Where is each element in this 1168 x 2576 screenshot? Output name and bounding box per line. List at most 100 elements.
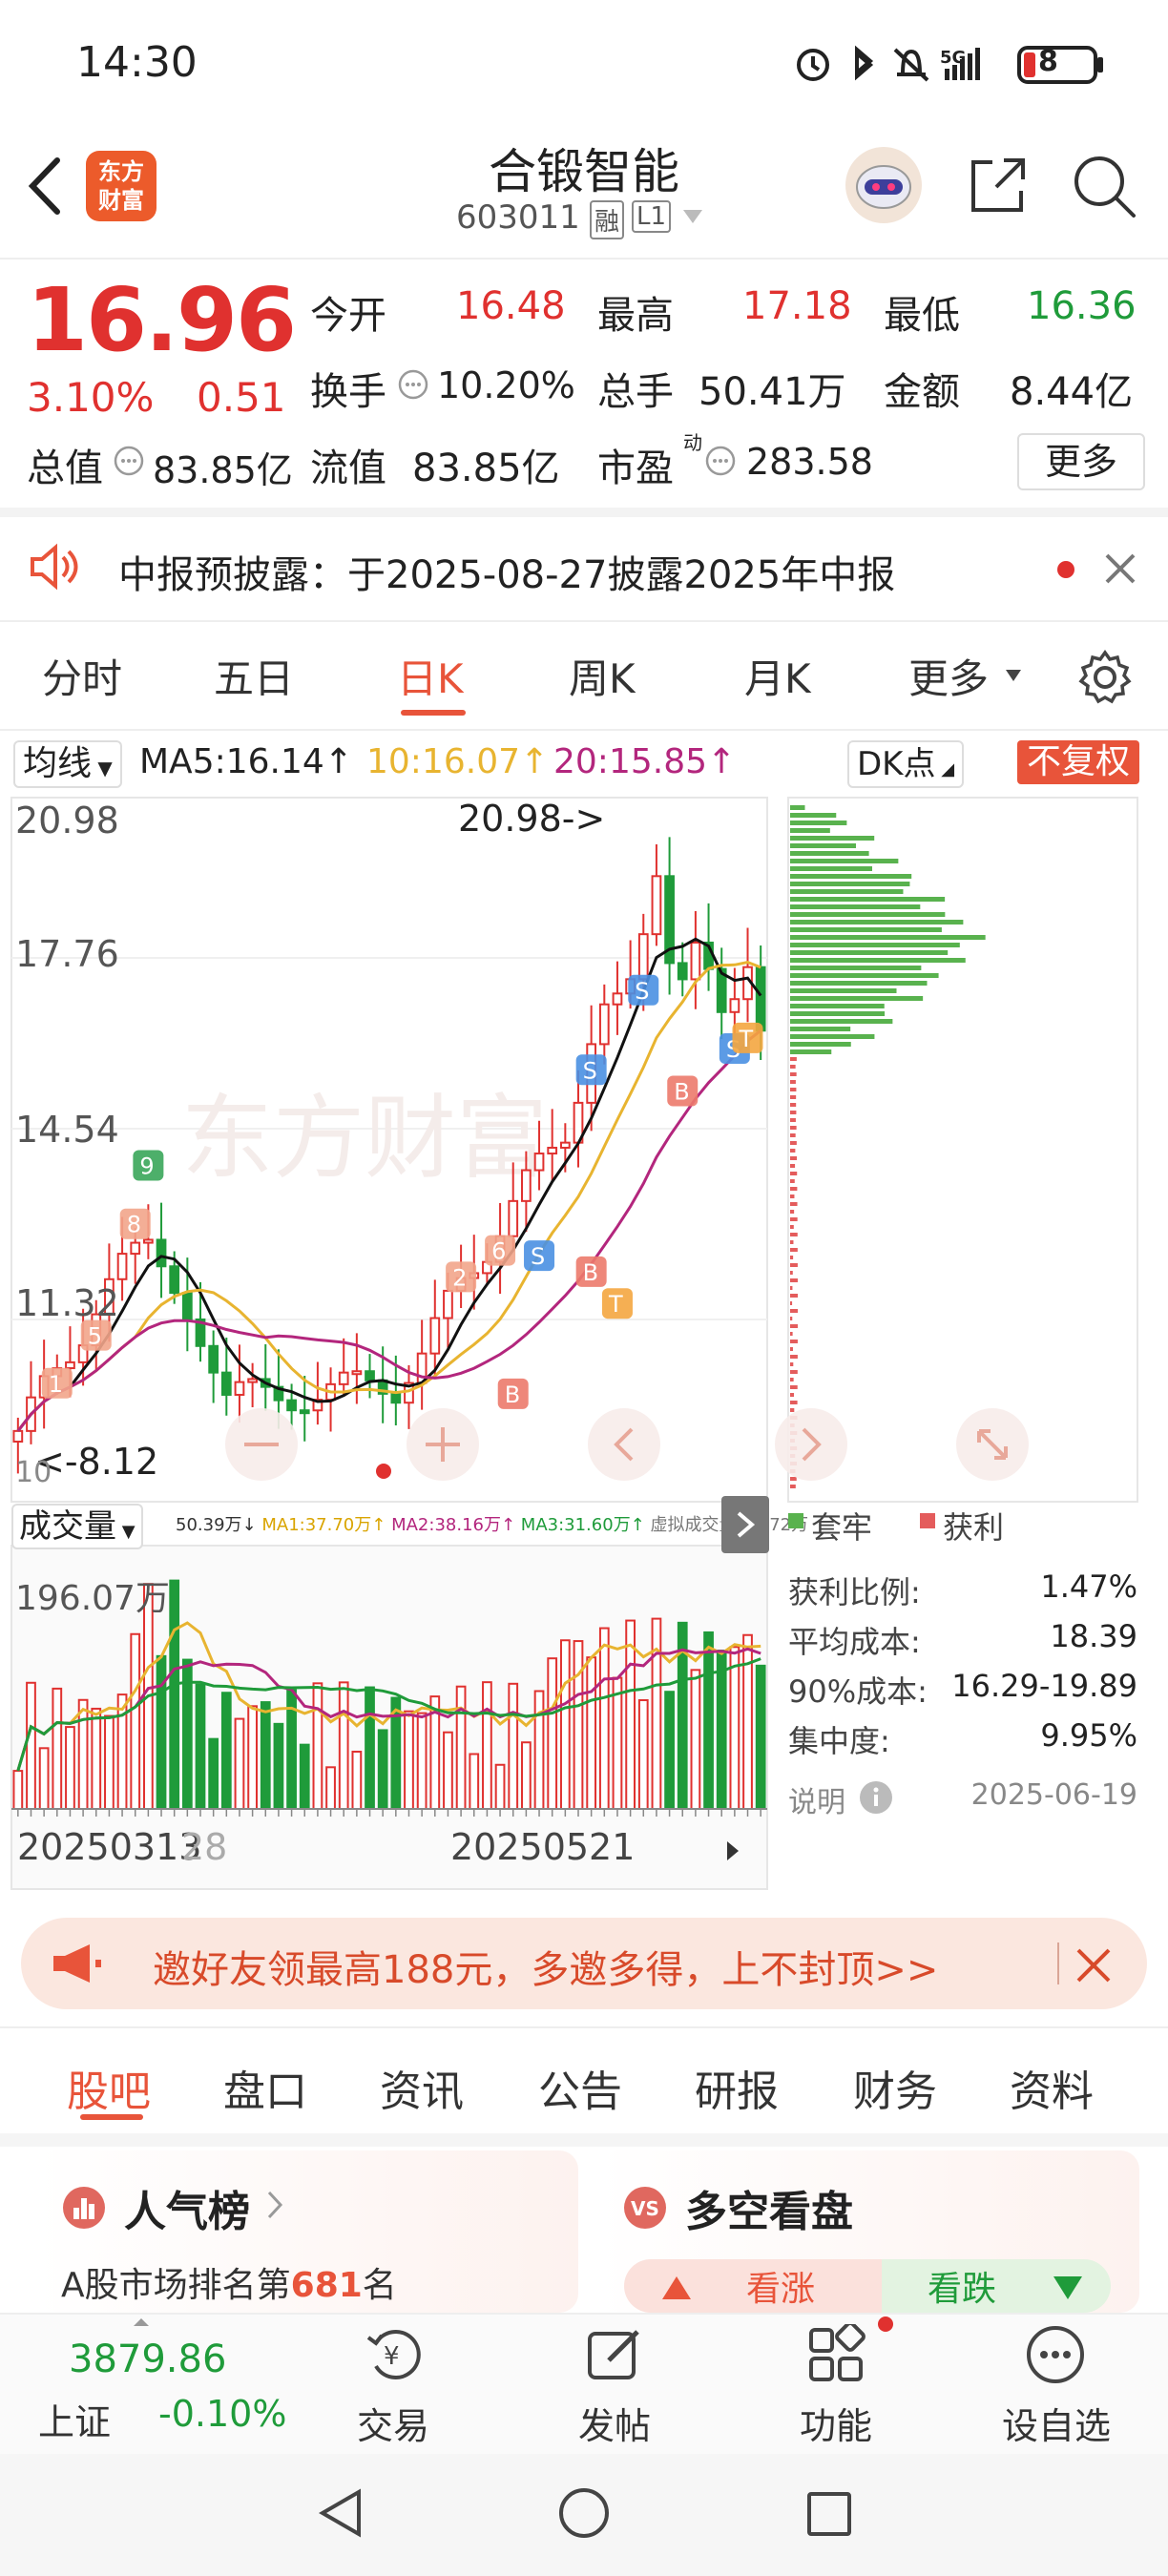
volume-bar	[169, 1579, 180, 1810]
more-button[interactable]: 更多	[1017, 433, 1145, 490]
chip-bar-profit	[790, 1111, 797, 1114]
chip-bar-profit	[790, 1149, 796, 1153]
info-dots-icon[interactable]	[397, 368, 429, 401]
volume-bar	[377, 1729, 388, 1810]
tab-daily-k[interactable]: 日K	[397, 655, 464, 702]
chip-bar-profit	[790, 1378, 794, 1381]
chip-bar-profit	[790, 1248, 798, 1252]
down-arrow-icon	[1053, 2276, 1082, 2299]
tab-five-day[interactable]: 五日	[214, 655, 295, 702]
trade-icon[interactable]: ¥	[363, 2324, 429, 2385]
chevron-right-icon[interactable]	[265, 2189, 286, 2221]
candle-body	[208, 1344, 219, 1374]
home-circle-icon[interactable]	[555, 2484, 613, 2542]
chip-bar-trap	[790, 874, 912, 879]
chip-bar-profit	[790, 1408, 795, 1412]
section-tab-profile[interactable]: 资料	[1010, 2067, 1094, 2116]
volume-panel-toggle[interactable]	[721, 1496, 769, 1553]
back-icon[interactable]	[21, 153, 69, 219]
index-name[interactable]: 上证	[38, 2401, 112, 2443]
chip-bar-trap	[790, 950, 949, 955]
functions-icon[interactable]	[805, 2324, 866, 2385]
date-start: 20250313	[17, 1826, 202, 1868]
index-value[interactable]: 3879.86	[69, 2337, 227, 2381]
bull-label[interactable]: 看涨	[746, 2270, 816, 2309]
nav-add-watchlist[interactable]: 设自选	[1002, 2405, 1112, 2447]
tab-more[interactable]: 更多	[908, 655, 990, 702]
nav-post[interactable]: 发帖	[578, 2405, 652, 2447]
chip-bar-profit	[790, 1309, 798, 1313]
chip-bar-profit	[790, 1126, 797, 1130]
total-cap-value: 83.85亿	[153, 449, 293, 491]
info-dots-icon[interactable]	[113, 445, 145, 477]
chip-bar-trap	[790, 1049, 832, 1054]
tab-weekly-k[interactable]: 周K	[569, 655, 636, 702]
divider	[0, 508, 1168, 517]
tab-intraday[interactable]: 分时	[42, 655, 123, 702]
long-short-title[interactable]: 多空看盘	[685, 2188, 853, 2236]
popularity-title[interactable]: 人气榜	[124, 2188, 250, 2236]
popularity-card[interactable]	[36, 2150, 578, 2313]
section-tab-finance[interactable]: 财务	[853, 2067, 937, 2116]
candle-body	[598, 1003, 610, 1046]
ma-selector[interactable]: 均线 ▼	[13, 740, 122, 788]
chip-note-label[interactable]: 说明	[788, 1786, 845, 1819]
bull-button[interactable]	[624, 2259, 882, 2313]
chip-bar-trap	[790, 882, 910, 886]
share-icon[interactable]	[964, 153, 1031, 219]
divider	[0, 620, 1168, 622]
signal-marker	[133, 1150, 164, 1181]
stock-code: 603011	[456, 198, 580, 237]
close-icon[interactable]	[1073, 1944, 1115, 1986]
bear-label[interactable]: 看跌	[928, 2270, 997, 2309]
dk-point-selector[interactable]: DK点 ◢	[847, 740, 965, 788]
active-tab-indicator	[401, 710, 466, 716]
info-dots-icon[interactable]	[704, 445, 737, 477]
search-icon[interactable]	[1071, 153, 1139, 221]
chip-bar-profit	[790, 1225, 794, 1229]
volume-bar	[455, 1685, 467, 1811]
tab-monthly-k[interactable]: 月K	[744, 655, 811, 702]
chip-bar-profit	[790, 1088, 797, 1091]
settings-gear-icon[interactable]	[1076, 649, 1134, 706]
candle-body	[130, 1241, 141, 1256]
chip-bar-profit	[790, 1294, 798, 1298]
ma20-value: 20:15.85↑	[553, 742, 737, 781]
current-price: 16.96	[27, 269, 297, 371]
caret-down-icon	[1006, 670, 1021, 681]
back-triangle-icon[interactable]	[313, 2484, 370, 2542]
chip-bar-trap	[790, 927, 942, 932]
popularity-rank-text: A股市场排名第681名	[61, 2266, 397, 2305]
chip-bar-trap	[790, 836, 875, 841]
info-icon[interactable]	[857, 1778, 895, 1817]
section-tab-announcements[interactable]: 公告	[538, 2067, 622, 2116]
adjust-mode-button[interactable]: 不复权	[1017, 740, 1140, 784]
system-nav-bar	[0, 2454, 1168, 2576]
post-icon[interactable]	[584, 2324, 645, 2385]
section-tab-research[interactable]: 研报	[695, 2067, 779, 2116]
chip-bar-trap	[790, 821, 847, 825]
candle-body	[390, 1392, 402, 1404]
chevron-down-icon[interactable]	[681, 208, 704, 225]
kline-chart[interactable]: 东方财富 SSSSBBBTT158926	[0, 792, 1168, 1908]
invite-banner-text[interactable]: 邀好友领最高188元，多邀多得，上不封顶>>	[153, 1948, 939, 1992]
signal-marker	[446, 1261, 477, 1293]
section-tab-pankou[interactable]: 盘口	[223, 2067, 307, 2116]
chip-avg-cost-label: 平均成本:	[788, 1624, 921, 1660]
invite-banner[interactable]	[21, 1918, 1147, 2009]
robot-assistant-icon[interactable]	[844, 145, 924, 225]
mute-icon	[893, 48, 929, 82]
watermark: 东方财富	[181, 1085, 548, 1192]
section-tab-news[interactable]: 资讯	[380, 2067, 464, 2116]
candle-body	[299, 1409, 310, 1415]
index-change[interactable]: -0.10%	[158, 2393, 287, 2435]
nav-trade[interactable]: 交易	[357, 2405, 430, 2447]
notice-text[interactable]: 中报预披露：于2025-08-27披露2025年中报	[118, 553, 896, 597]
more-circle-icon[interactable]	[1025, 2324, 1086, 2385]
nav-functions[interactable]: 功能	[800, 2405, 873, 2447]
recents-square-icon[interactable]	[800, 2484, 857, 2542]
section-tab-guba[interactable]: 股吧	[67, 2067, 151, 2116]
volume-selector[interactable]: 成交量 ▼	[11, 1504, 143, 1549]
candle-body	[286, 1399, 297, 1412]
close-icon[interactable]	[1101, 550, 1139, 588]
